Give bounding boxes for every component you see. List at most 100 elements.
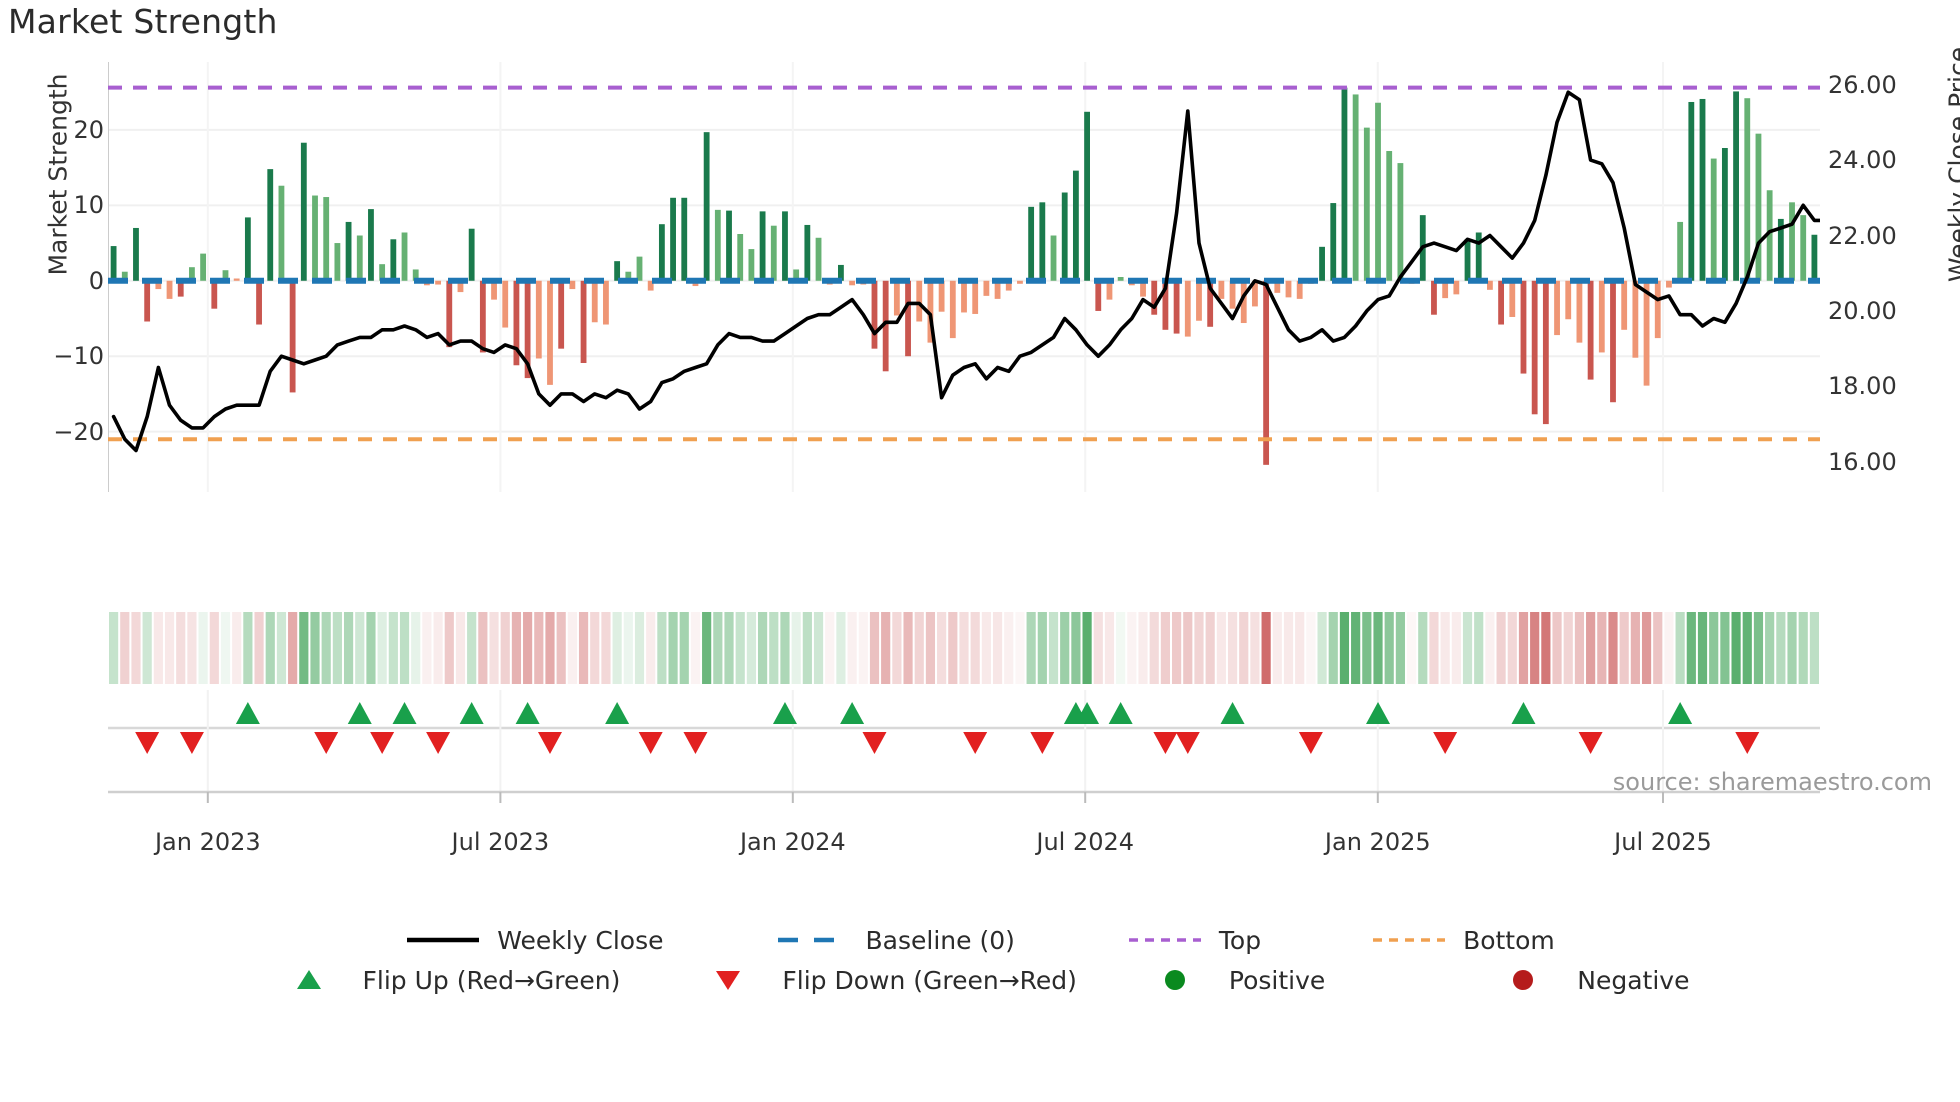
- heat-cell: [1709, 612, 1719, 684]
- legend-dot-icon: [1164, 970, 1185, 990]
- strength-bar: [871, 280, 878, 349]
- legend-key-dash-blue: [774, 927, 850, 953]
- heat-cell: [1127, 612, 1137, 684]
- strength-bar: [1017, 280, 1023, 284]
- heat-cell: [914, 612, 924, 684]
- heat-cell: [1742, 612, 1752, 684]
- strength-bar: [1162, 280, 1169, 330]
- heat-cell: [657, 612, 667, 684]
- heat-cell: [1474, 612, 1484, 684]
- strength-bar: [603, 280, 609, 325]
- strength-bar: [1229, 280, 1236, 309]
- strength-bar: [759, 211, 766, 281]
- strength-heat-strip: [108, 612, 1820, 684]
- strength-bar: [1207, 280, 1214, 327]
- strength-bar: [1755, 133, 1762, 281]
- heat-cell: [377, 612, 387, 684]
- strength-bar: [1095, 280, 1102, 311]
- flip-up-marker: [1220, 702, 1245, 724]
- legend-row-markers: Flip Up (Red→Green) Flip Down (Green→Red)…: [0, 960, 1960, 1000]
- y-tick-right: 22.00: [1828, 221, 1897, 250]
- legend-label: Weekly Close: [497, 925, 664, 955]
- heat-cell: [948, 612, 958, 684]
- heat-cell: [937, 612, 947, 684]
- heat-cell: [1093, 612, 1103, 684]
- legend-item[interactable]: Negative: [1485, 966, 1689, 995]
- heat-cell: [556, 612, 566, 684]
- strength-bar: [737, 234, 744, 281]
- heat-cell: [836, 612, 846, 684]
- strength-bar: [927, 280, 934, 343]
- legend-label: Negative: [1577, 965, 1690, 995]
- heat-cell: [1731, 612, 1741, 684]
- heat-cell: [590, 612, 600, 684]
- flip-down-marker: [135, 732, 160, 754]
- heat-cell: [1630, 612, 1640, 684]
- market-strength-plot: [108, 62, 1820, 492]
- strength-bar: [782, 211, 788, 281]
- heat-cell: [1697, 612, 1708, 684]
- strength-bar: [491, 280, 497, 300]
- legend-item[interactable]: Flip Down (Green→Red): [690, 966, 1077, 995]
- heat-cell: [1462, 612, 1473, 684]
- flip-up-marker: [459, 702, 484, 724]
- heat-cell: [1339, 612, 1350, 684]
- strength-bar: [905, 280, 911, 357]
- legend-item[interactable]: Positive: [1137, 966, 1325, 995]
- heat-cell: [802, 612, 812, 684]
- strength-bar: [1744, 98, 1751, 281]
- x-tick-label: Jan 2025: [1324, 828, 1431, 856]
- heat-cell: [1082, 612, 1092, 684]
- legend-item[interactable]: Flip Up (Red→Green): [271, 966, 620, 995]
- heat-cell: [1406, 612, 1417, 684]
- heat-cell: [176, 612, 186, 684]
- strength-bar: [614, 261, 621, 281]
- strength-bar: [1576, 280, 1583, 343]
- heat-cell: [1071, 612, 1081, 684]
- heat-cell: [724, 612, 734, 684]
- heat-cell: [1037, 612, 1047, 684]
- heat-cell: [1641, 612, 1652, 684]
- legend-key-dash-orange: [1371, 927, 1447, 953]
- strength-bar: [1710, 158, 1717, 281]
- strength-bar: [1610, 280, 1616, 403]
- legend-key-tri-down-red: [690, 967, 766, 993]
- legend-item[interactable]: Weekly Close: [405, 925, 664, 955]
- y-axis-left-ticks: 20 10 0 −10 −20: [20, 62, 104, 492]
- strength-bar: [446, 280, 453, 348]
- strength-bar: [390, 239, 397, 281]
- strength-bar: [1789, 202, 1795, 281]
- strength-bar: [1274, 280, 1281, 293]
- heat-cell: [1384, 612, 1394, 684]
- heat-cell: [1295, 612, 1305, 684]
- strength-bar: [1486, 280, 1493, 290]
- heat-cell: [243, 612, 253, 684]
- strength-bar: [770, 225, 777, 281]
- strength-bar: [714, 209, 721, 281]
- legend-item[interactable]: Top: [1127, 926, 1261, 955]
- heat-cell: [276, 612, 287, 684]
- y-tick-right: 16.00: [1828, 447, 1897, 476]
- y-tick-left: 20: [73, 115, 104, 144]
- strength-bar: [1520, 280, 1527, 374]
- strength-bar: [1666, 280, 1672, 288]
- strength-bar: [1721, 148, 1728, 281]
- legend-item[interactable]: Bottom: [1371, 926, 1555, 955]
- strength-bar: [1598, 280, 1605, 353]
- heat-cell: [1250, 612, 1260, 684]
- strength-bar: [1117, 277, 1124, 281]
- legend-item[interactable]: Baseline (0): [774, 926, 1015, 955]
- heat-cell: [1227, 612, 1238, 684]
- legend-label: Baseline (0): [865, 925, 1015, 955]
- strength-bar: [356, 235, 363, 281]
- heat-cell: [1183, 612, 1193, 684]
- strength-bar: [1352, 94, 1359, 281]
- flip-up-marker: [1366, 702, 1391, 724]
- strength-bar: [401, 232, 408, 281]
- heat-cell: [511, 612, 522, 684]
- heat-cell: [422, 612, 432, 684]
- strength-bar: [334, 243, 341, 281]
- heat-cell: [1026, 612, 1036, 684]
- flip-down-marker: [1030, 732, 1055, 754]
- strength-bar: [916, 280, 923, 322]
